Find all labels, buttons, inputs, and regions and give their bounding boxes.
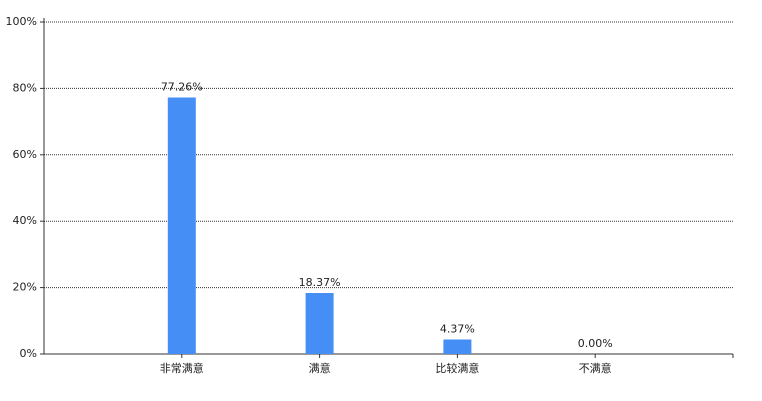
x-tick-label: 非常满意 bbox=[160, 361, 204, 375]
value-label: 77.26% bbox=[161, 80, 203, 93]
value-label: 0.00% bbox=[578, 337, 613, 350]
value-label: 4.37% bbox=[440, 322, 475, 335]
y-tick-label: 100% bbox=[6, 15, 37, 28]
y-tick-label: 40% bbox=[13, 214, 37, 227]
y-tick-label: 0% bbox=[20, 347, 37, 360]
x-tick-label: 不满意 bbox=[579, 361, 612, 375]
x-tick-label: 满意 bbox=[309, 361, 331, 375]
y-tick-label: 60% bbox=[13, 148, 37, 161]
bar bbox=[305, 293, 334, 354]
bar bbox=[443, 339, 472, 354]
value-label: 18.37% bbox=[299, 276, 341, 289]
x-tick-label: 比较满意 bbox=[435, 361, 479, 375]
y-tick-label: 80% bbox=[13, 81, 37, 94]
y-tick-label: 20% bbox=[13, 281, 37, 294]
bar bbox=[167, 97, 196, 355]
